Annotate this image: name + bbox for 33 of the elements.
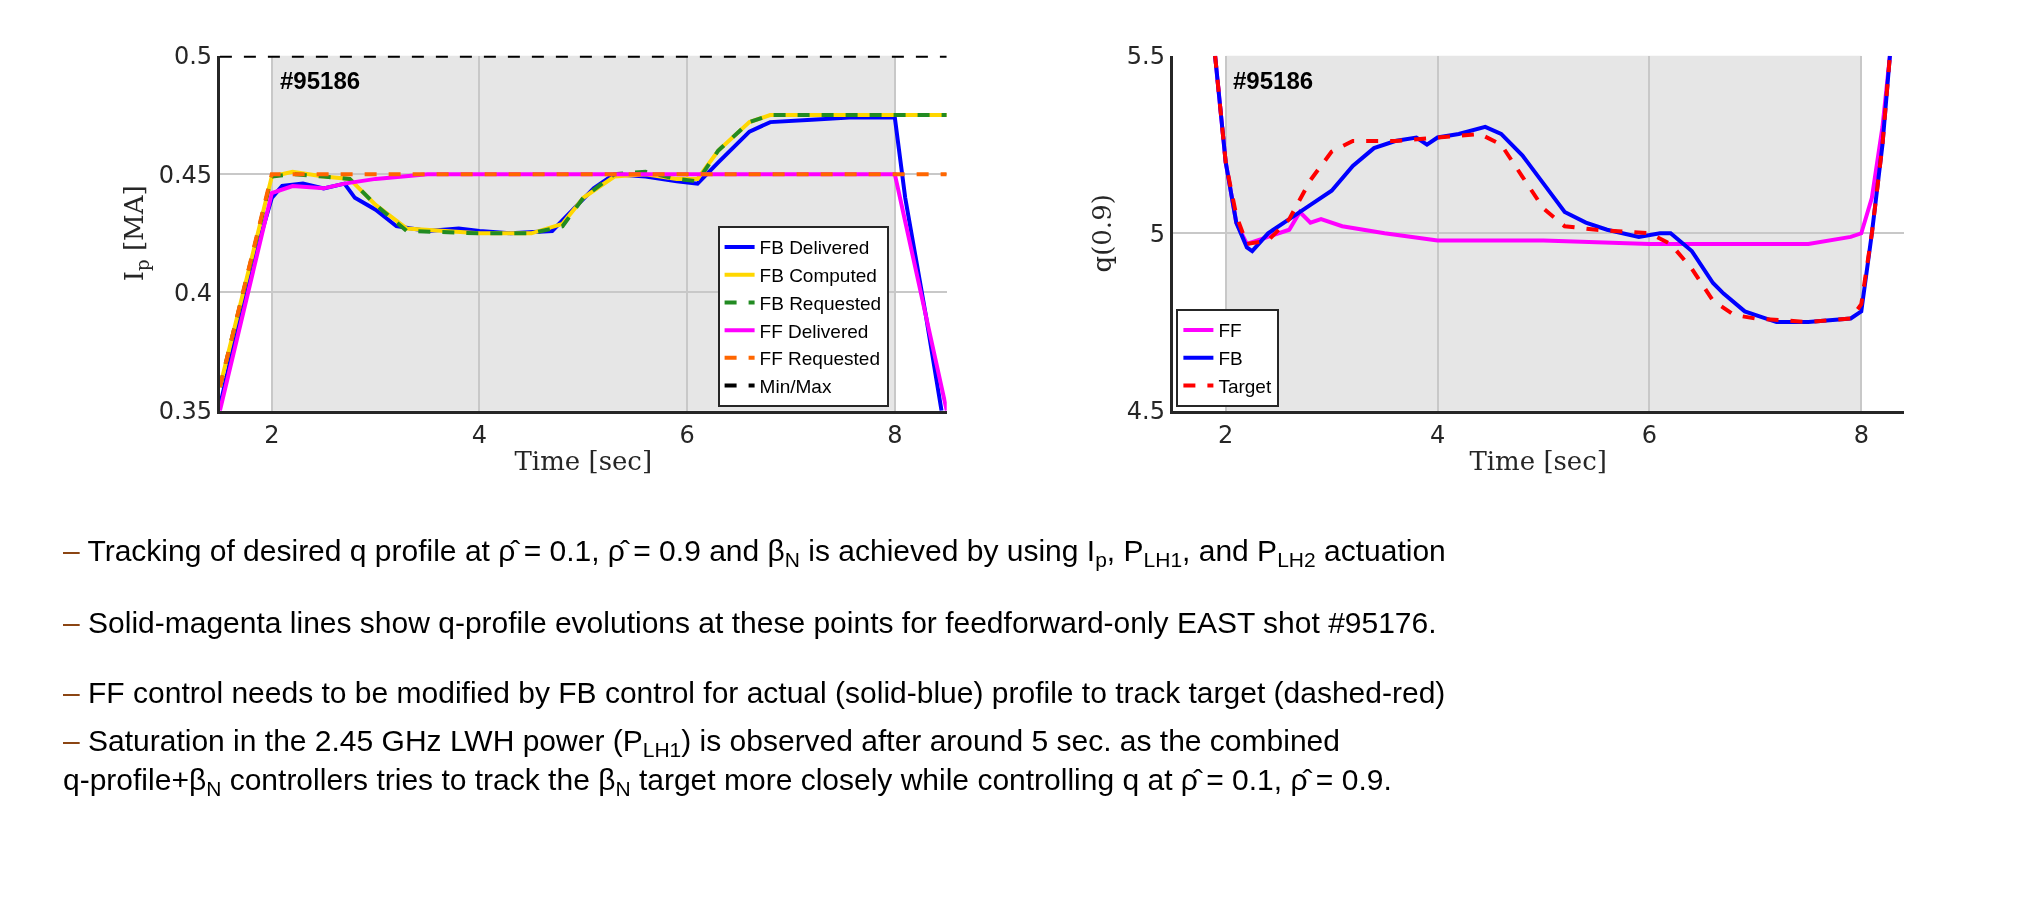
legend-label: Target bbox=[1218, 375, 1272, 397]
y-tick-label: 0.45 bbox=[158, 160, 213, 189]
text: – FF control needs to be modified by FB control for actual (solid-blue) profile to track target (dashed-red) bbox=[63, 676, 1446, 709]
x-tick-label: 8 bbox=[887, 420, 903, 449]
x-axis-title: Time [sec] bbox=[1469, 446, 1607, 477]
x-tick-label: 4 bbox=[471, 420, 488, 449]
x-tick-label: 2 bbox=[264, 420, 280, 449]
x-tick-label: 8 bbox=[1853, 420, 1869, 449]
y-tick-label: 5.5 bbox=[1126, 42, 1165, 71]
x-tick-label: 6 bbox=[679, 420, 695, 449]
legend-label: Min/Max bbox=[759, 375, 832, 397]
annotation: #95186 bbox=[1233, 67, 1314, 94]
y-tick-label: 5 bbox=[1149, 219, 1165, 248]
legend-label: FF Delivered bbox=[759, 320, 869, 342]
x-tick-label: 6 bbox=[1641, 420, 1658, 449]
y-tick-label: 4.5 bbox=[1126, 397, 1165, 426]
legend-label: FB Computed bbox=[759, 265, 877, 287]
text: – Saturation in the 2.45 GHz LWH power (P$_{LH1}$) is observed after around 5 sec. as the combined q-profile+β$_{N}$ controllers tries to track the β$_{N}$ target more closely while controlling q at ρ̂ = 0.1, ρ̂ = 0.9. bbox=[63, 724, 1392, 801]
legend-label: FF Requested bbox=[759, 348, 880, 370]
legend-label: FF bbox=[1218, 320, 1242, 342]
x-tick-label: 2 bbox=[1218, 420, 1234, 449]
annotation: #95186 bbox=[280, 67, 361, 94]
legend-label: FB Delivered bbox=[759, 237, 870, 259]
y-tick-label: 0.5 bbox=[173, 42, 213, 71]
y-tick-label: 0.35 bbox=[158, 397, 213, 426]
x-axis-title: Time [sec] bbox=[514, 446, 653, 477]
legend-label: FB Requested bbox=[759, 292, 882, 314]
legend-label: FB bbox=[1218, 348, 1243, 370]
x-tick-label: 4 bbox=[1429, 420, 1446, 449]
text: – Tracking of desired q profile at ρ̂ = 0.1, ρ̂ = 0.9 and β$_{N}$ is achieved by using I$_{p}$, P$_{LH1}$, and P$_{LH2}$ actuation bbox=[63, 534, 1446, 572]
text: – Solid-magenta lines show q-profile evolutions at these points for feedforward-only EAST shot #95176. bbox=[63, 606, 1437, 639]
y-axis-title: q(0.9) bbox=[1087, 194, 1118, 273]
y-tick-label: 0.4 bbox=[173, 278, 213, 307]
